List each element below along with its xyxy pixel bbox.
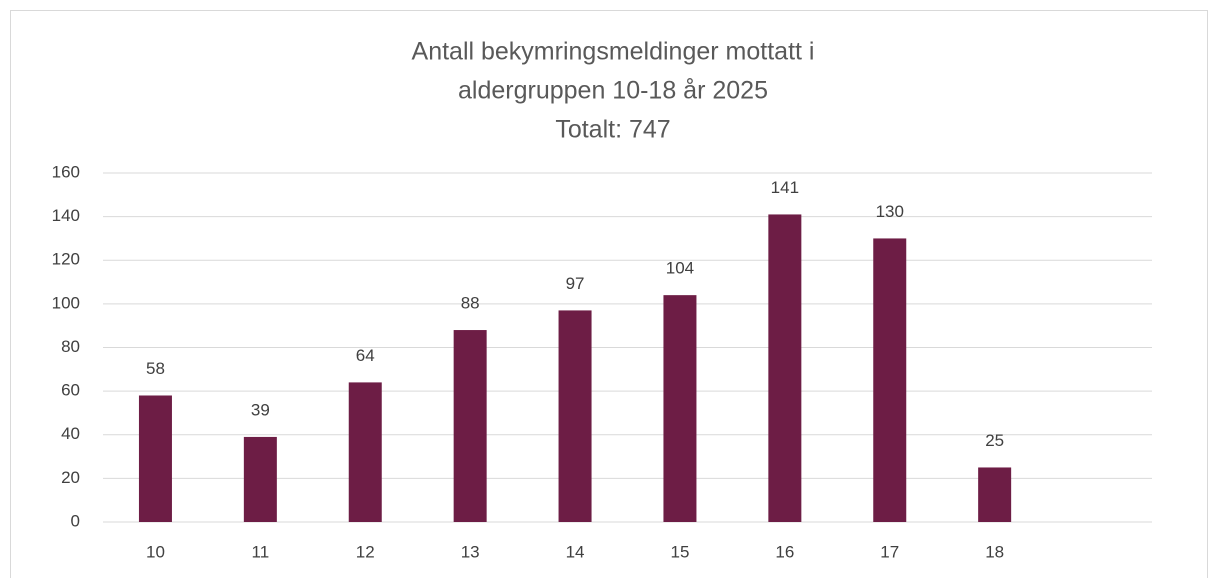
bar bbox=[873, 238, 907, 522]
y-tick-label: 20 bbox=[61, 468, 80, 487]
data-label: 25 bbox=[985, 431, 1004, 450]
bar bbox=[768, 214, 802, 522]
x-tick-label: 10 bbox=[146, 542, 165, 561]
y-tick-label: 40 bbox=[61, 424, 80, 443]
bar bbox=[138, 395, 172, 522]
y-tick-label: 60 bbox=[61, 381, 80, 400]
data-label: 130 bbox=[876, 202, 904, 221]
x-tick-label: 13 bbox=[461, 542, 480, 561]
data-label: 88 bbox=[461, 294, 480, 313]
bar bbox=[663, 295, 697, 522]
y-tick-label: 160 bbox=[52, 162, 80, 181]
x-tick-label: 18 bbox=[985, 542, 1004, 561]
x-tick-label: 16 bbox=[775, 542, 794, 561]
chart-title: Totalt: 747 bbox=[555, 116, 670, 144]
x-tick-label: 12 bbox=[356, 542, 375, 561]
y-tick-label: 120 bbox=[52, 250, 80, 269]
data-label: 64 bbox=[356, 346, 375, 365]
data-label: 97 bbox=[566, 274, 585, 293]
bar bbox=[243, 436, 277, 522]
y-tick-label: 80 bbox=[61, 337, 80, 356]
bar bbox=[978, 467, 1012, 522]
x-tick-label: 11 bbox=[252, 542, 270, 561]
data-label: 141 bbox=[771, 178, 799, 197]
chart-title: aldergruppen 10-18 år 2025 bbox=[458, 77, 768, 105]
data-label: 58 bbox=[146, 359, 165, 378]
y-tick-label: 100 bbox=[52, 293, 80, 312]
data-label: 39 bbox=[251, 400, 270, 419]
bar bbox=[348, 382, 382, 522]
y-tick-label: 140 bbox=[52, 206, 80, 225]
x-tick-label: 14 bbox=[566, 542, 585, 561]
bar bbox=[558, 310, 592, 522]
data-label: 104 bbox=[666, 259, 694, 278]
bar bbox=[453, 330, 487, 522]
chart-title: Antall bekymringsmeldinger mottatt i bbox=[412, 38, 815, 66]
x-tick-label: 15 bbox=[670, 542, 689, 561]
y-tick-label: 0 bbox=[71, 511, 80, 530]
x-tick-label: 17 bbox=[880, 542, 899, 561]
